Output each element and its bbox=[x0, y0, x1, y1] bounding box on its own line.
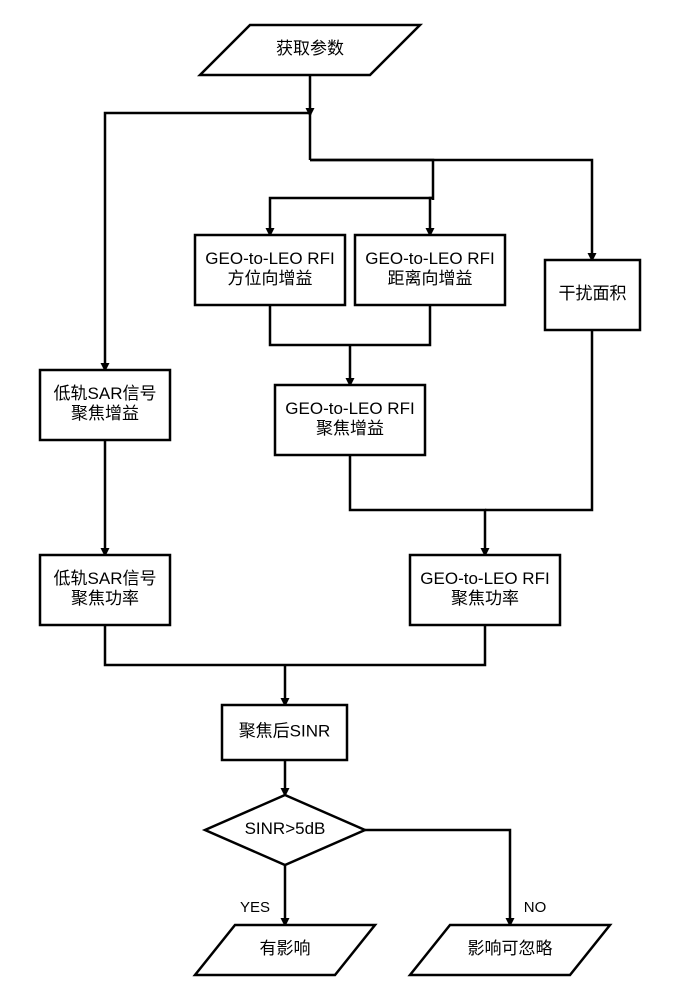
node-out_yes-label: 有影响 bbox=[260, 939, 311, 958]
node-interf_area-label: 干扰面积 bbox=[559, 284, 627, 303]
edge-11 bbox=[485, 330, 592, 510]
edge-8 bbox=[270, 305, 430, 345]
node-decision-label: SINR>5dB bbox=[245, 819, 326, 838]
edge-13 bbox=[105, 625, 485, 665]
edge-16-label: YES bbox=[240, 899, 270, 916]
edge-7 bbox=[430, 198, 433, 235]
edge-5 bbox=[310, 160, 433, 200]
node-sinr-label: 聚焦后SINR bbox=[239, 722, 331, 741]
edge-6 bbox=[270, 198, 433, 235]
edge-1 bbox=[105, 113, 310, 160]
node-out_no-label: 影响可忽略 bbox=[468, 939, 553, 958]
edge-10 bbox=[350, 455, 485, 555]
edge-17 bbox=[365, 830, 510, 925]
edge-17-label: NO bbox=[524, 899, 547, 916]
node-start-label: 获取参数 bbox=[276, 39, 344, 58]
